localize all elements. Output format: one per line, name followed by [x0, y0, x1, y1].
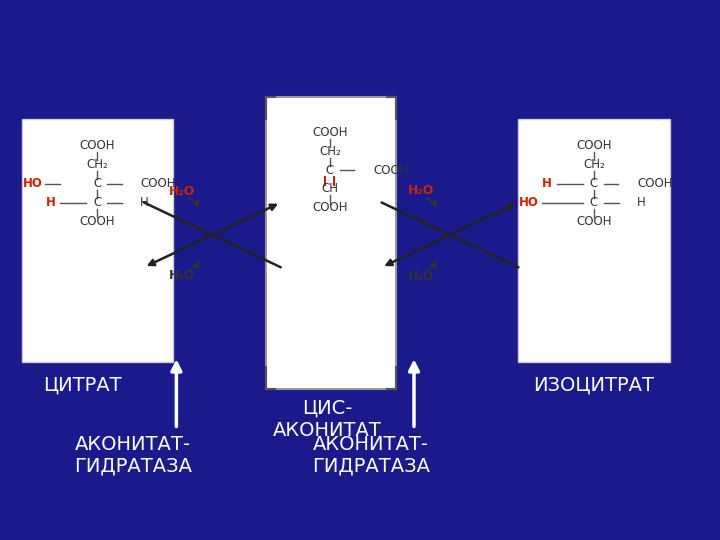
Text: HO: HO [519, 196, 539, 209]
Text: COOH: COOH [79, 215, 115, 228]
Text: C: C [93, 196, 102, 209]
Bar [22, 119, 173, 362]
Text: АКОНИТАТ-
ГИДРАТАЗА: АКОНИТАТ- ГИДРАТАЗА [74, 435, 192, 476]
Bar [266, 97, 396, 389]
Text: H: H [636, 196, 645, 209]
Text: H₂O: H₂O [169, 269, 195, 282]
Text: HO: HO [22, 177, 42, 190]
Text: C: C [325, 164, 334, 177]
Text: H: H [140, 196, 148, 209]
Text: C: C [93, 177, 102, 190]
Text: H₂O: H₂O [169, 185, 195, 198]
Text: CH₂: CH₂ [86, 158, 108, 171]
Text: COOH: COOH [637, 177, 673, 190]
Text: ИЗОЦИТРАТ: ИЗОЦИТРАТ [534, 375, 654, 394]
Text: C: C [590, 177, 598, 190]
Text: ЦИС-
АКОНИТАТ: ЦИС- АКОНИТАТ [273, 399, 382, 440]
Text: CH₂: CH₂ [583, 158, 605, 171]
Text: COOH: COOH [79, 139, 115, 152]
Text: COOH: COOH [312, 126, 348, 139]
Text: C: C [590, 196, 598, 209]
Bar [518, 119, 670, 362]
Text: COOH: COOH [140, 177, 176, 190]
Text: COOH: COOH [312, 201, 348, 214]
Text: H: H [542, 177, 552, 190]
Text: CH₂: CH₂ [319, 145, 341, 158]
Text: CH: CH [321, 183, 338, 195]
Text: ЦИТРАТ: ЦИТРАТ [43, 375, 122, 394]
Text: COOH: COOH [576, 139, 612, 152]
Text: H: H [45, 196, 55, 209]
Text: АКОНИТАТ-
ГИДРАТАЗА: АКОНИТАТ- ГИДРАТАЗА [312, 435, 430, 476]
Text: H₂O: H₂O [408, 184, 434, 197]
Text: H₂O: H₂O [408, 270, 434, 283]
Text: COOH: COOH [576, 215, 612, 228]
Text: COOH: COOH [373, 164, 409, 177]
